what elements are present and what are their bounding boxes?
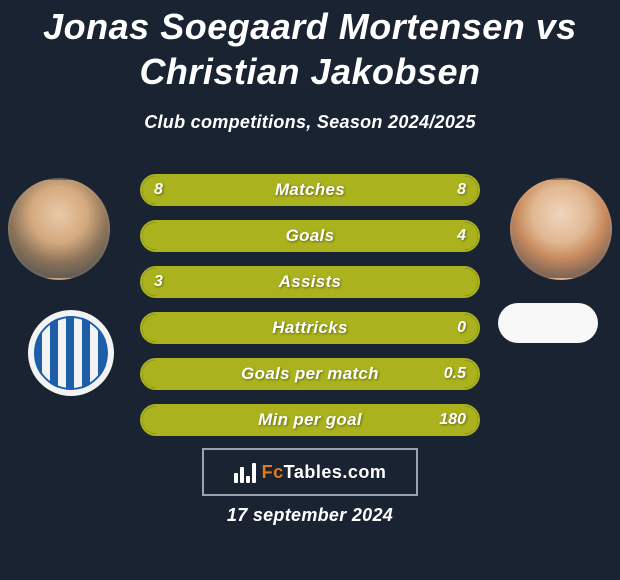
stat-label: Matches bbox=[142, 176, 478, 204]
stat-row: 3Assists bbox=[140, 266, 480, 298]
stat-label: Min per goal bbox=[142, 406, 478, 434]
player-left-avatar bbox=[8, 178, 110, 280]
stat-label: Assists bbox=[142, 268, 478, 296]
stat-row: 88Matches bbox=[140, 174, 480, 206]
comparison-bars: 88Matches 4Goals 3Assists 0Hattricks 0.5Goal… bbox=[140, 174, 480, 450]
stat-label: Hattricks bbox=[142, 314, 478, 342]
stat-row: 0.5Goals per match bbox=[140, 358, 480, 390]
player-right-avatar bbox=[510, 178, 612, 280]
branding-text: FcTables.com bbox=[262, 462, 387, 483]
stat-row: 180Min per goal bbox=[140, 404, 480, 436]
season-subtitle: Club competitions, Season 2024/2025 bbox=[0, 112, 620, 133]
stat-label: Goals bbox=[142, 222, 478, 250]
stat-row: 0Hattricks bbox=[140, 312, 480, 344]
snapshot-date: 17 september 2024 bbox=[0, 505, 620, 526]
bar-chart-icon bbox=[234, 461, 256, 483]
club-crest-right bbox=[498, 303, 598, 343]
branding-box[interactable]: FcTables.com bbox=[202, 448, 418, 496]
club-crest-left bbox=[28, 310, 114, 396]
page-title: Jonas Soegaard Mortensen vs Christian Ja… bbox=[0, 0, 620, 94]
stat-row: 4Goals bbox=[140, 220, 480, 252]
stat-label: Goals per match bbox=[142, 360, 478, 388]
